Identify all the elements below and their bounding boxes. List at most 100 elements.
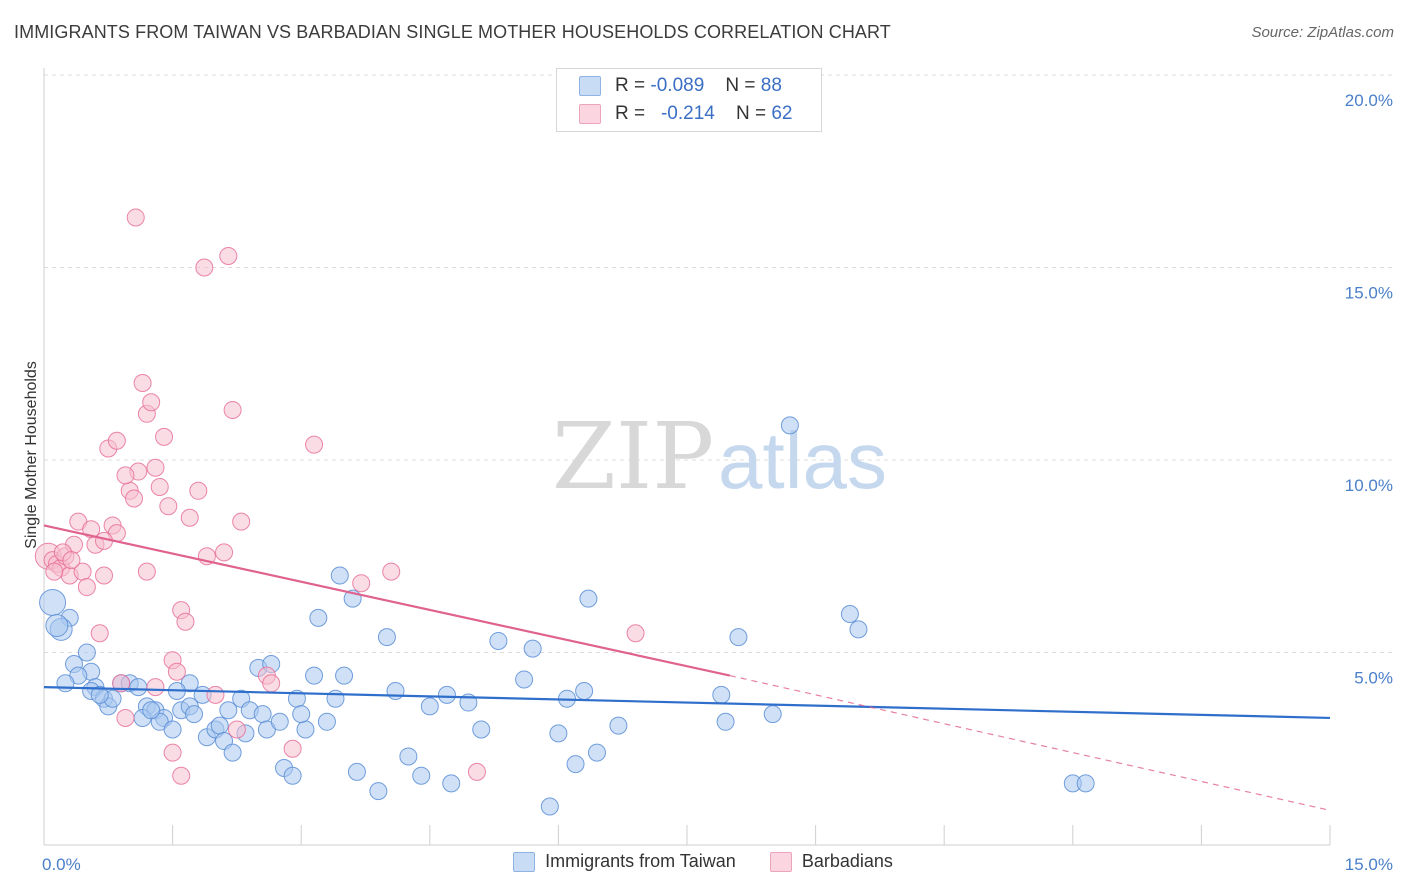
point-taiwan (296, 720, 315, 739)
source-label: Source: ZipAtlas.com (1251, 24, 1394, 41)
point-barbadians (126, 208, 145, 227)
point-barbadians (167, 662, 186, 681)
point-taiwan (587, 743, 606, 762)
point-barbadians (146, 678, 165, 697)
point-barbadians (283, 739, 302, 758)
legend-r-value: -0.089 (650, 75, 705, 96)
legend-swatch-barbadians (769, 851, 792, 872)
point-taiwan (540, 797, 559, 816)
x-tick-label: 0.0% (42, 855, 81, 874)
point-taiwan (369, 782, 388, 801)
point-taiwan (90, 685, 109, 704)
point-taiwan (579, 589, 598, 608)
legend-swatch-taiwan (579, 76, 601, 96)
point-barbadians (176, 612, 195, 631)
legend-label-barbadians: Barbadians (801, 851, 893, 871)
correlation-legend: R = -0.089 N = 88 R = -0.214 N = 62 (556, 68, 822, 132)
point-taiwan (840, 605, 859, 623)
point-taiwan (609, 716, 628, 735)
point-taiwan (309, 608, 328, 627)
point-barbadians (305, 435, 324, 454)
point-taiwan (326, 689, 345, 708)
point-taiwan (523, 639, 542, 658)
point-barbadians (206, 685, 225, 704)
point-taiwan (1076, 774, 1095, 793)
point-taiwan (56, 674, 75, 693)
point-barbadians (62, 551, 81, 570)
point-taiwan (729, 628, 748, 647)
point-taiwan (223, 743, 242, 762)
point-taiwan (377, 628, 396, 647)
point-taiwan (472, 720, 491, 739)
point-barbadians (137, 562, 156, 581)
point-taiwan (849, 620, 868, 639)
point-barbadians (189, 481, 208, 500)
point-barbadians (626, 624, 645, 643)
legend-r-label: R = (615, 103, 646, 124)
point-barbadians (227, 720, 246, 739)
point-barbadians (163, 743, 182, 762)
point-barbadians (90, 624, 109, 643)
point-barbadians (352, 574, 371, 593)
y-tick-label: 15.0% (1345, 284, 1393, 303)
legend-n-value: 62 (771, 103, 793, 124)
point-taiwan (420, 697, 439, 716)
point-barbadians (77, 578, 96, 597)
point-taiwan (437, 685, 456, 704)
point-barbadians (95, 566, 114, 585)
point-barbadians (172, 766, 191, 785)
point-barbadians (146, 458, 165, 477)
point-taiwan (399, 747, 418, 766)
grid-lines (44, 74, 1392, 653)
point-barbadians (45, 562, 64, 581)
point-taiwan (210, 716, 229, 735)
legend-r-value: -0.214 (660, 103, 715, 124)
tick-labels: 5.0% 10.0% 15.0% 20.0% 0.0% 15.0% (42, 91, 1393, 874)
point-taiwan (253, 705, 272, 724)
point-barbadians (223, 400, 242, 419)
legend-item-barbadians[interactable]: Barbadians (769, 851, 893, 872)
point-taiwan (142, 701, 161, 720)
point-barbadians (112, 674, 131, 693)
point-taiwan (386, 682, 405, 700)
trend-line-taiwan (43, 686, 1331, 720)
point-taiwan (712, 685, 731, 704)
point-taiwan (335, 666, 354, 685)
point-taiwan (283, 766, 302, 785)
point-barbadians (116, 708, 135, 727)
point-taiwan (219, 701, 238, 720)
point-barbadians (262, 674, 281, 693)
watermark-atlas: atlas (718, 416, 887, 505)
point-taiwan (330, 566, 349, 585)
y-axis-label: Single Mother Households (23, 361, 40, 549)
legend-r-label: R = (615, 75, 646, 96)
watermark: ZIP atlas (552, 403, 887, 510)
point-barbadians (232, 512, 251, 531)
point-barbadians (159, 497, 178, 516)
point-taiwan (716, 712, 735, 731)
legend-label-taiwan: Immigrants from Taiwan (545, 851, 736, 871)
point-barbadians (467, 762, 486, 781)
point-taiwan (45, 614, 69, 638)
legend-n-label: N = (725, 75, 756, 96)
legend-n-value: 88 (760, 75, 782, 96)
y-tick-label: 10.0% (1345, 476, 1393, 495)
trend-line-barbadians-extension (729, 675, 1331, 811)
y-tick-label: 5.0% (1354, 669, 1393, 688)
point-taiwan (575, 682, 594, 700)
data-points (34, 208, 1095, 816)
legend-item-taiwan[interactable]: Immigrants from Taiwan (513, 851, 736, 872)
point-taiwan (77, 643, 96, 662)
point-taiwan (566, 755, 585, 774)
point-taiwan (185, 705, 204, 724)
point-taiwan (515, 670, 534, 689)
point-barbadians (215, 543, 234, 562)
y-tick-label: 20.0% (1345, 91, 1393, 110)
point-taiwan (780, 416, 799, 435)
point-barbadians (180, 508, 199, 527)
point-taiwan (129, 678, 148, 697)
trend-lines (43, 524, 1331, 811)
x-tick-label: 15.0% (1345, 855, 1393, 874)
point-barbadians (133, 374, 152, 392)
